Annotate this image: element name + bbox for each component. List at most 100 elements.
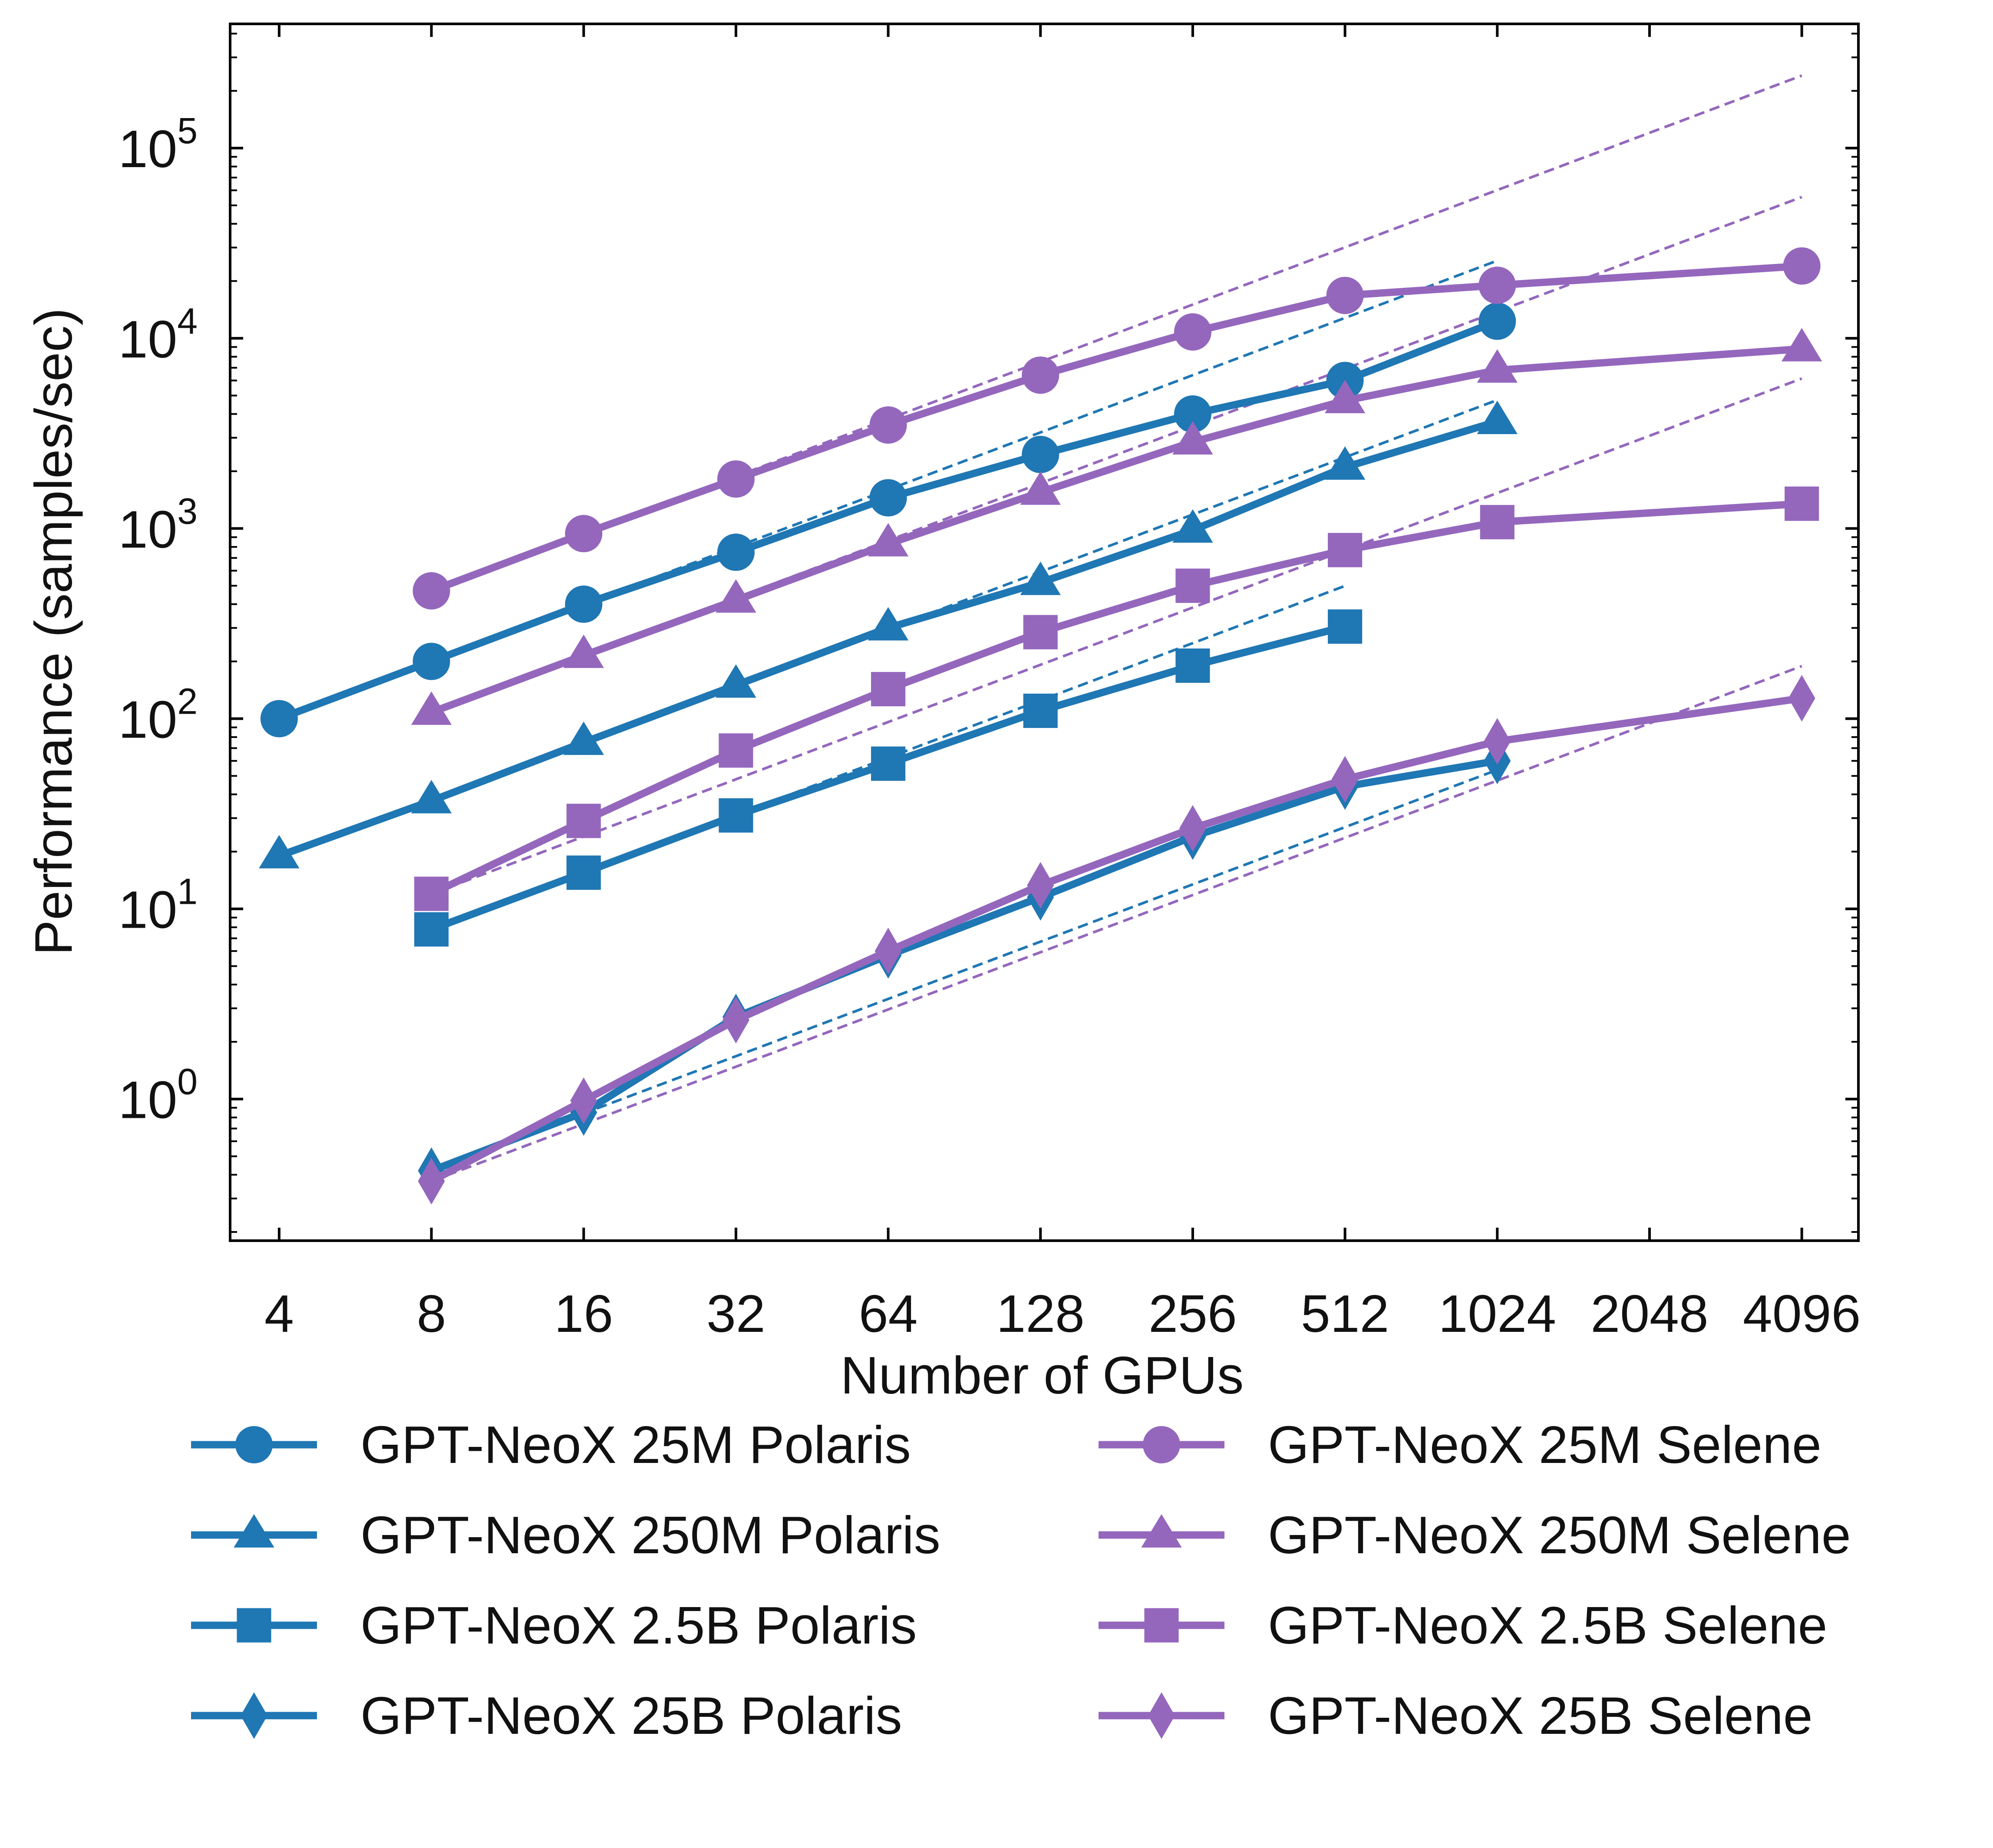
data-point <box>1174 313 1211 351</box>
data-point <box>1027 862 1054 909</box>
series-1 <box>260 302 1516 738</box>
legend-marker <box>234 1514 274 1548</box>
data-point <box>566 804 601 838</box>
data-point <box>1172 509 1213 543</box>
x-tick-label: 2048 <box>1590 1284 1708 1343</box>
data-point <box>1023 693 1058 728</box>
legend-marker <box>235 1426 273 1463</box>
legend-marker <box>1141 1514 1182 1548</box>
data-point <box>717 534 755 571</box>
x-tick-label: 1024 <box>1439 1284 1556 1343</box>
data-point <box>874 928 902 975</box>
data-point <box>1478 302 1516 340</box>
x-tick-label: 256 <box>1148 1284 1237 1343</box>
data-point <box>871 672 906 707</box>
data-point <box>1326 277 1364 314</box>
legend-label: GPT-NeoX 2.5B Selene <box>1268 1596 1828 1655</box>
legend-marker <box>237 1608 271 1643</box>
x-axis-label: Number of GPUs <box>841 1346 1244 1405</box>
data-point <box>1023 615 1058 649</box>
legend-label: GPT-NeoX 25B Selene <box>1268 1686 1813 1745</box>
legend-marker <box>241 1692 267 1739</box>
legend-item-7: GPT-NeoX 2.5B Selene <box>1099 1596 1828 1655</box>
data-point <box>1788 675 1815 722</box>
series-2 <box>259 400 1518 869</box>
data-point <box>716 579 756 613</box>
legend-label: GPT-NeoX 2.5B Polaris <box>360 1596 917 1655</box>
data-point <box>717 460 755 498</box>
x-tick-label: 16 <box>554 1284 613 1343</box>
data-point <box>1022 356 1059 394</box>
data-point <box>1331 756 1359 803</box>
x-tick-label: 64 <box>859 1284 918 1343</box>
y-axis-label: Performance (samples/sec) <box>24 308 83 955</box>
data-point <box>1179 805 1206 852</box>
data-point <box>1175 648 1210 683</box>
legend-marker <box>1143 1426 1180 1463</box>
series-6 <box>411 328 1822 725</box>
data-point <box>260 700 298 738</box>
data-point <box>869 479 907 517</box>
data-point <box>1175 568 1210 603</box>
data-point <box>868 523 909 557</box>
y-tick-label: 105 <box>119 110 198 178</box>
ideal-scaling-line-1 <box>431 259 1498 663</box>
ideal-scaling-line-8 <box>431 665 1802 1183</box>
ideal-scaling-line-2 <box>431 399 1498 802</box>
ideal-scaling-line-7 <box>431 377 1802 895</box>
data-point <box>1478 267 1516 304</box>
data-point <box>1172 421 1213 455</box>
data-point <box>1324 446 1366 480</box>
data-point <box>1328 533 1363 567</box>
data-point <box>412 642 450 680</box>
data-point <box>259 835 300 869</box>
legend-marker <box>1148 1692 1175 1739</box>
y-tick-label: 102 <box>119 681 198 749</box>
x-tick-label: 4 <box>264 1284 294 1343</box>
data-point <box>563 721 604 755</box>
data-point <box>869 406 907 444</box>
data-point <box>1781 328 1822 362</box>
data-point <box>1328 609 1363 644</box>
plot-frame <box>229 23 1860 1242</box>
data-point <box>414 876 449 911</box>
x-tick-label: 8 <box>417 1284 446 1343</box>
ideal-scaling-line-4 <box>431 768 1498 1172</box>
data-point <box>1785 486 1819 521</box>
data-point <box>563 634 604 668</box>
data-point <box>414 912 449 947</box>
legend: GPT-NeoX 25M Polaris GPT-NeoX 250M Polari… <box>191 1415 1851 1745</box>
legend-label: GPT-NeoX 250M Polaris <box>360 1505 940 1565</box>
y-tick-label: 103 <box>119 491 198 559</box>
legend-item-4: GPT-NeoX 25B Polaris <box>191 1686 902 1745</box>
series-8 <box>418 675 1815 1205</box>
data-point <box>1022 435 1059 473</box>
y-tick-label: 101 <box>119 871 198 939</box>
legend-item-5: GPT-NeoX 25M Selene <box>1099 1415 1821 1474</box>
data-point <box>565 515 603 553</box>
legend-label: GPT-NeoX 25M Selene <box>1268 1415 1821 1474</box>
y-tick-label: 104 <box>119 300 198 369</box>
series-line <box>428 757 1501 1175</box>
legend-label: GPT-NeoX 250M Selene <box>1268 1505 1851 1565</box>
data-point <box>411 691 452 725</box>
legend-marker <box>1144 1608 1179 1643</box>
x-tick-label: 512 <box>1301 1284 1389 1343</box>
data-point <box>716 664 756 698</box>
data-point <box>566 855 601 890</box>
x-tick-label: 32 <box>706 1284 766 1343</box>
data-series <box>259 247 1822 1205</box>
data-point <box>1477 400 1518 434</box>
series-5 <box>412 247 1821 610</box>
legend-item-1: GPT-NeoX 25M Polaris <box>191 1415 911 1474</box>
x-tick-label: 128 <box>996 1284 1085 1343</box>
legend-item-2: GPT-NeoX 250M Polaris <box>191 1505 940 1565</box>
data-point <box>1783 247 1821 285</box>
series-3 <box>414 609 1363 947</box>
data-point <box>411 780 452 814</box>
legend-label: GPT-NeoX 25B Polaris <box>360 1686 902 1745</box>
data-point <box>871 746 906 781</box>
data-point <box>570 1077 597 1124</box>
